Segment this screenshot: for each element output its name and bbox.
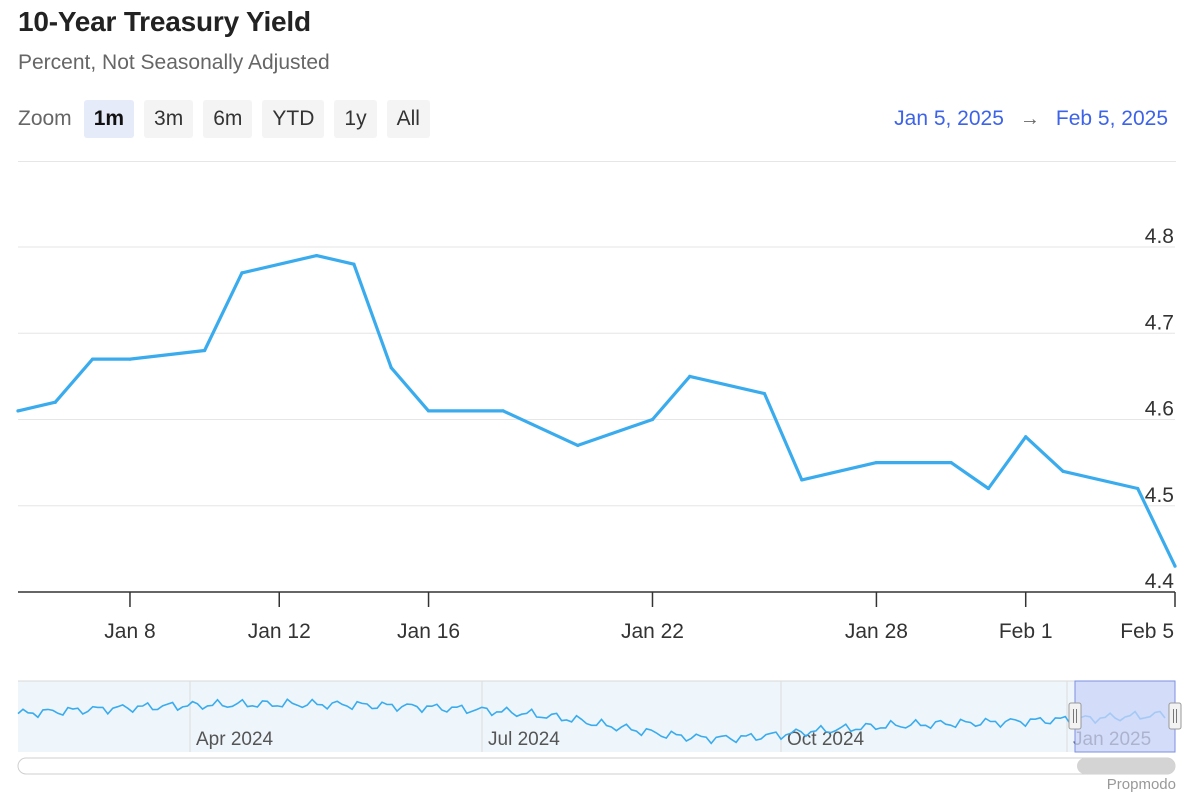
scrollbar-thumb[interactable] bbox=[1077, 758, 1175, 774]
data-point bbox=[501, 409, 505, 413]
x-tick-label: Feb 5 bbox=[1120, 620, 1174, 643]
data-point bbox=[203, 348, 207, 353]
data-point bbox=[576, 443, 580, 447]
y-tick-label: 4.4 bbox=[1145, 570, 1175, 593]
navigator-tick-label: Apr 2024 bbox=[196, 729, 274, 750]
scrollbar-track[interactable] bbox=[17, 757, 1176, 775]
x-tick-label: Jan 28 bbox=[845, 620, 908, 643]
handle-body bbox=[1168, 702, 1182, 730]
navigator-tick-label: Oct 2024 bbox=[787, 729, 865, 750]
header-divider bbox=[18, 161, 1176, 162]
data-point bbox=[650, 417, 655, 422]
data-point bbox=[314, 254, 319, 258]
x-tick-label: Jan 22 bbox=[621, 620, 684, 643]
x-tick-label: Jan 16 bbox=[397, 620, 460, 643]
arrow-right-icon: → bbox=[1019, 107, 1040, 130]
data-point bbox=[128, 357, 132, 361]
zoom-3m-button[interactable]: 3m bbox=[144, 100, 194, 138]
navigator-background bbox=[18, 681, 1175, 752]
data-point bbox=[1173, 564, 1177, 568]
zoom-1y-button[interactable]: 1y bbox=[334, 100, 377, 138]
handle-body bbox=[1068, 702, 1082, 730]
data-point bbox=[91, 357, 95, 361]
range-start-date[interactable]: Jan 5, 2025 bbox=[894, 107, 1004, 130]
chart-subtitle: Percent, Not Seasonally Adjusted bbox=[18, 51, 330, 74]
data-point bbox=[688, 374, 692, 378]
zoom-1m-button[interactable]: 1m bbox=[83, 100, 135, 138]
y-tick-label: 4.8 bbox=[1145, 225, 1174, 248]
data-point bbox=[800, 478, 804, 482]
credit-label: Propmodo bbox=[1106, 776, 1176, 793]
navigator-right-handle[interactable] bbox=[1168, 702, 1182, 730]
y-tick-label: 4.5 bbox=[1145, 484, 1174, 507]
y-tick-label: 4.6 bbox=[1145, 398, 1174, 421]
data-point bbox=[53, 400, 57, 404]
zoom-all-button[interactable]: All bbox=[386, 100, 430, 138]
range-end-date[interactable]: Feb 5, 2025 bbox=[1055, 107, 1168, 130]
data-point bbox=[949, 461, 953, 465]
navigator-selection bbox=[1074, 680, 1176, 753]
zoom-bar: Zoom 1m 3m 6m YTD 1y All bbox=[18, 100, 430, 138]
data-point bbox=[352, 262, 356, 266]
data-point bbox=[426, 409, 431, 413]
navigator-left-handle[interactable] bbox=[1068, 702, 1082, 730]
x-tick-label: Feb 1 bbox=[999, 620, 1053, 643]
zoom-label: Zoom bbox=[18, 107, 72, 130]
series-line bbox=[16, 254, 1177, 568]
data-point bbox=[389, 366, 393, 370]
navigator-series-line bbox=[17, 698, 1166, 745]
data-point bbox=[874, 461, 879, 465]
zoom-6m-button[interactable]: 6m bbox=[203, 100, 253, 138]
data-point bbox=[16, 409, 20, 413]
date-range: Jan 5, 2025 → Feb 5, 2025 bbox=[894, 100, 1168, 138]
x-tick-label: Jan 12 bbox=[248, 620, 311, 643]
navigator-tick-label: Jul 2024 bbox=[488, 729, 560, 750]
data-point bbox=[1061, 469, 1065, 473]
data-point bbox=[1136, 486, 1140, 491]
chart-title: 10-Year Treasury Yield bbox=[18, 6, 311, 37]
data-point bbox=[762, 392, 767, 396]
data-point bbox=[240, 271, 244, 275]
x-tick-label: Jan 8 bbox=[104, 620, 155, 643]
zoom-ytd-button[interactable]: YTD bbox=[262, 100, 325, 138]
data-point bbox=[986, 486, 990, 491]
y-tick-label: 4.7 bbox=[1145, 311, 1174, 334]
data-point bbox=[1024, 435, 1028, 439]
